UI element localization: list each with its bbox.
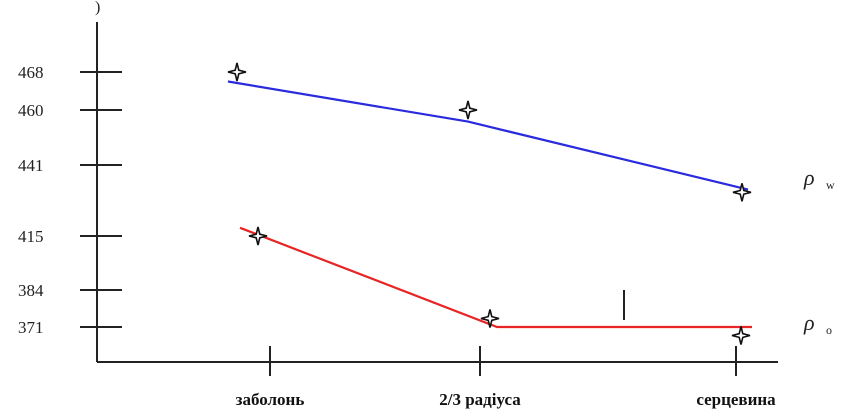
series-label: ρ — [803, 310, 815, 335]
data-point-marker — [458, 100, 478, 120]
y-tick-label: 371 — [18, 318, 44, 337]
series-line — [227, 80, 749, 191]
x-tick-label: серцевина — [696, 390, 776, 409]
y-tick-label: 468 — [18, 63, 44, 82]
x-tick-label: заболонь — [236, 390, 305, 409]
series-label-subscript: w — [826, 178, 835, 192]
series-markers — [227, 62, 752, 345]
series-lines — [227, 80, 752, 329]
data-point-marker — [732, 183, 752, 202]
y-tick-label: 441 — [18, 156, 44, 175]
axes — [96, 22, 778, 363]
series-label: ρ — [803, 165, 815, 190]
y-tick-label: 415 — [18, 227, 44, 246]
y-tick-label: 460 — [18, 101, 44, 120]
data-point-marker — [248, 226, 268, 246]
series-label-subscript: o — [826, 323, 832, 337]
data-point-marker — [731, 326, 751, 345]
data-point-marker — [227, 62, 247, 82]
corner-label: ) — [95, 0, 100, 16]
x-tick-label: 2/3 радіуса — [439, 390, 521, 409]
ticks: 371 384 415 441 460 468 заболонь 2/3 радіуса сер… — [18, 63, 776, 409]
series-line — [239, 226, 752, 329]
series-labels: ρ wρ o — [803, 165, 835, 337]
y-tick-label: 384 — [18, 281, 44, 300]
data-point-marker — [480, 309, 500, 328]
